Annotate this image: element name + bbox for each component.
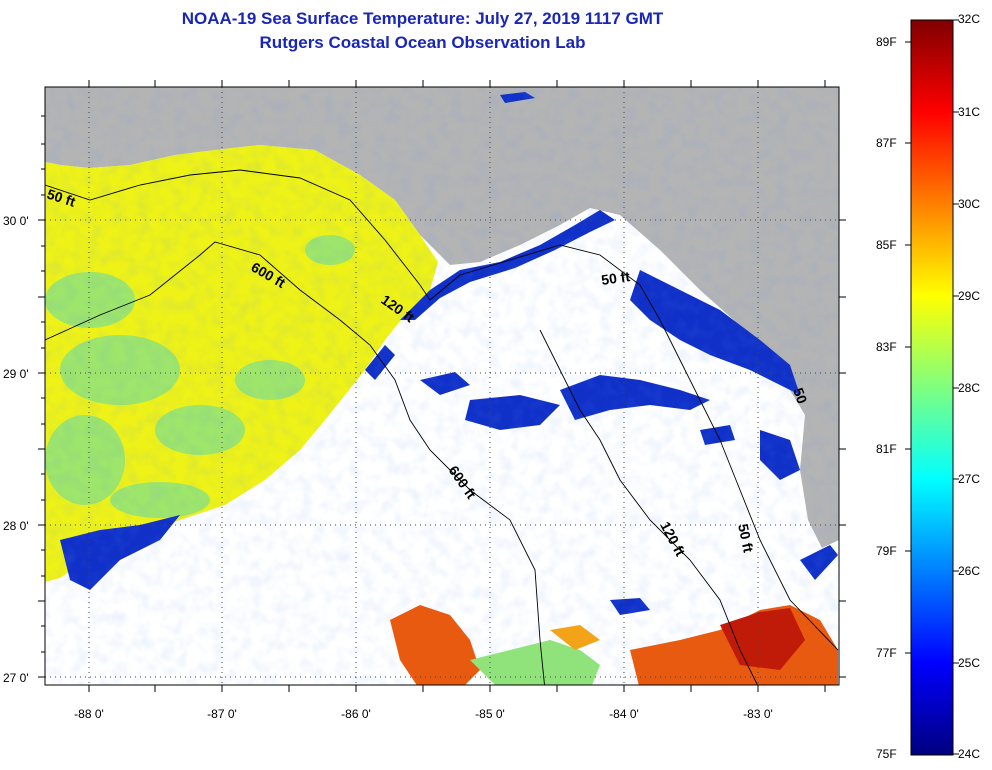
colorbar-c-28: 28C bbox=[958, 381, 981, 395]
lon-label-85: -85 0' bbox=[475, 707, 505, 721]
colorbar-c-31: 31C bbox=[958, 105, 981, 119]
colorbar-c-26: 26C bbox=[958, 564, 981, 578]
colorbar-c-27: 27C bbox=[958, 472, 981, 486]
lon-label-88: -88 0' bbox=[74, 707, 104, 721]
colorbar-c-29: 29C bbox=[958, 289, 981, 303]
lat-label-30: 30 0' bbox=[3, 214, 29, 228]
colorbar-c-32: 32C bbox=[958, 12, 981, 26]
depth-contours bbox=[45, 169, 839, 685]
colorbar-f-83: 83F bbox=[876, 340, 897, 354]
title-line-1: NOAA-19 Sea Surface Temperature: July 27… bbox=[181, 9, 664, 28]
map-frame bbox=[44, 86, 840, 686]
tick-marks bbox=[38, 80, 846, 692]
lat-label-27: 27 0' bbox=[3, 671, 29, 685]
lon-label-86: -86 0' bbox=[341, 707, 371, 721]
map-plot-area: 50 ft 600 ft 120 ft 50 ft 600 ft 120 ft … bbox=[45, 87, 839, 685]
colorbar-f-85: 85F bbox=[876, 238, 897, 252]
colorbar-f-87: 87F bbox=[876, 136, 897, 150]
hot-water-patches bbox=[390, 605, 838, 685]
colorbar-c-30: 30C bbox=[958, 197, 981, 211]
noise-texture bbox=[45, 87, 839, 685]
colorbar-c-25: 25C bbox=[958, 656, 981, 670]
colorbar bbox=[910, 19, 954, 756]
contour-label-50ft-south: 50 ft bbox=[735, 522, 757, 554]
colorbar-f-75: 75F bbox=[876, 747, 897, 761]
lon-label-84: -84 0' bbox=[609, 707, 639, 721]
colorbar-f-77: 77F bbox=[876, 646, 897, 660]
colorbar-f-79: 79F bbox=[876, 544, 897, 558]
lon-label-87: -87 0' bbox=[207, 707, 237, 721]
colorbar-f-89: 89F bbox=[876, 35, 897, 49]
lat-label-29: 29 0' bbox=[3, 367, 29, 381]
contour-label-50ft-bigbend: 50 ft bbox=[600, 268, 631, 288]
colorbar-c-24: 24C bbox=[958, 747, 981, 761]
contour-label-50-east: 50 bbox=[790, 386, 810, 406]
title-line-2: Rutgers Coastal Ocean Observation Lab bbox=[259, 33, 586, 52]
lat-label-28: 28 0' bbox=[3, 519, 29, 533]
lon-label-83: -83 0' bbox=[743, 707, 773, 721]
colorbar-f-81: 81F bbox=[876, 442, 897, 456]
colorbar-ticks bbox=[905, 19, 959, 755]
